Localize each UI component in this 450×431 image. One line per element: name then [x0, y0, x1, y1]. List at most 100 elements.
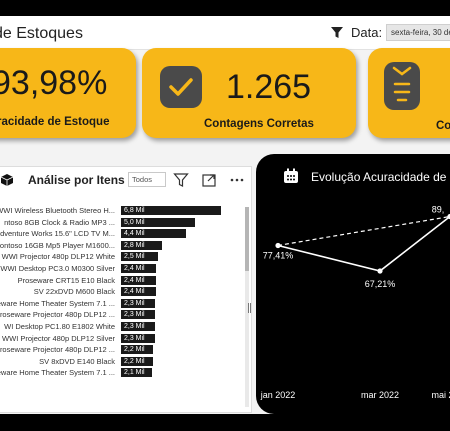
items-scrollbar[interactable] — [245, 207, 249, 407]
items-scrollbar-thumb[interactable] — [245, 207, 249, 271]
data-label: 89, — [432, 205, 445, 215]
bar[interactable] — [121, 356, 154, 366]
bar-value-label: 6,8 Mil — [124, 207, 145, 214]
bar-row[interactable]: SV 8xDVD E140 Black 2,2 Mil — [0, 356, 245, 367]
bar-label: oseware Home Theater System 7.1 ... — [0, 298, 115, 308]
bar[interactable] — [121, 287, 157, 297]
accuracy-trend-panel: Evolução Acuracidade de E 77,41% 67,21% 89… — [256, 154, 450, 414]
kpi-value-accuracy: 93,98% — [0, 64, 108, 102]
bar-row[interactable]: roseware Projector 480p DLP12 ... 2,2 Mil — [0, 344, 245, 355]
bar-value-label: 2,3 Mil — [124, 299, 145, 307]
bar-label: oseware Home Theater System 7.1 ... — [0, 368, 115, 378]
kpi-label-third: Co — [436, 120, 450, 132]
items-panel-title: Análise por Itens — [28, 173, 125, 187]
bar[interactable] — [121, 240, 163, 250]
bar[interactable] — [121, 264, 157, 273]
data-point — [275, 242, 281, 249]
trend-line — [277, 215, 450, 247]
bar-value-label: 2,4 Mil — [124, 265, 145, 272]
kpi-label-accuracy: racidade de Estoque — [0, 116, 110, 128]
data-point — [447, 213, 450, 220]
date-slicer[interactable]: sexta-feira, 30 de — [386, 24, 450, 41]
bar-label: WI Desktop PC1.80 E1802 White — [4, 322, 115, 331]
bar-label: WWI Projector 480p DLP12 Silver — [2, 333, 115, 343]
bar-row[interactable]: ntoso 8GB Clock & Radio MP3 ... 5,0 Mil — [0, 217, 245, 228]
items-slicer[interactable]: Todos — [128, 172, 166, 187]
bar[interactable] — [121, 252, 158, 262]
bar[interactable] — [121, 217, 195, 227]
bar-label: roseware Projector 480p DLP12 ... — [0, 345, 115, 355]
bar-value-label: 5,0 Mil — [124, 218, 145, 226]
bar-row[interactable]: SV 22xDVD M600 Black 2,4 Mil — [0, 286, 245, 297]
bar[interactable] — [121, 298, 155, 308]
bar-label: SV 22xDVD M600 Black — [33, 287, 115, 297]
more-options-icon[interactable] — [229, 172, 245, 188]
bar-value-label: 2,3 Mil — [124, 311, 145, 319]
bar-value-label: 2,4 Mil — [124, 288, 145, 296]
bar-row[interactable]: dventure Works 15.6" LCD TV M... 4,4 Mil — [0, 228, 245, 239]
x-tick-label: mai 2022 — [431, 390, 450, 400]
trend-chart-title: Evolução Acuracidade de E — [311, 170, 450, 184]
report-canvas: de Estoques Data: sexta-feira, 30 de 93,… — [0, 16, 450, 414]
bar-label: WWI Wireless Bluetooth Stereo H... — [0, 206, 115, 215]
bar[interactable] — [121, 275, 157, 285]
calendar-icon — [284, 168, 298, 183]
series-line — [277, 215, 450, 272]
bar-row[interactable]: WWI Desktop PC3.0 M0300 Silver 2,4 Mil — [0, 263, 245, 274]
check-icon — [160, 66, 202, 108]
bar-value-label: 2,4 Mil — [124, 276, 145, 284]
data-label: 67,21% — [365, 279, 396, 289]
bar-row[interactable]: WWI Projector 480p DLP12 Silver 2,3 Mil — [0, 333, 245, 344]
bar-value-label: 4,4 Mil — [124, 230, 145, 238]
x-tick-label: jan 2022 — [260, 390, 296, 400]
bar-label: WWI Desktop PC3.0 M0300 Silver — [0, 264, 115, 273]
clipboard-icon — [384, 62, 420, 110]
bar-value-label: 2,8 Mil — [124, 241, 145, 249]
bar-row[interactable]: oseware Home Theater System 7.1 ... 2,1 M… — [0, 367, 245, 378]
trend-line-chart: 77,41% 67,21% 89, jan 2022 mar 2022 mai 2022 — [260, 205, 450, 400]
bar-label: Proseware CRT15 E10 Black — [17, 275, 115, 285]
data-label: 77,41% — [263, 250, 294, 260]
kpi-value-correct-counts: 1.265 — [226, 68, 312, 106]
bar-value-label: 2,2 Mil — [124, 357, 145, 365]
filter-icon[interactable] — [330, 26, 344, 40]
bar-row[interactable]: WI Desktop PC1.80 E1802 White 2,3 Mil — [0, 321, 245, 332]
bar-value-label: 2,3 Mil — [124, 323, 145, 330]
bar-row[interactable]: oseware Home Theater System 7.1 ... 2,3 M… — [0, 298, 245, 309]
bar-value-label: 2,3 Mil — [124, 334, 145, 342]
bar-label: SV 8xDVD E140 Black — [39, 356, 115, 366]
bar-row[interactable]: roseware Projector 480p DLP12 ... 2,3 Mil — [0, 309, 245, 320]
date-filter-label: Data: — [351, 25, 383, 40]
box-icon — [0, 174, 14, 186]
bar-label: ntoso 8GB Clock & Radio MP3 ... — [4, 217, 115, 227]
bar-row[interactable]: Proseware CRT15 E10 Black 2,4 Mil — [0, 275, 245, 286]
bar[interactable] — [121, 345, 154, 355]
bar[interactable] — [121, 333, 155, 343]
bar-value-label: 2,1 Mil — [124, 369, 145, 377]
kpi-card-third: Co — [368, 48, 450, 138]
bar-label: roseware Projector 480p DLP12 ... — [0, 310, 115, 320]
page-title: de Estoques — [0, 25, 83, 42]
bar-label: ontoso 16GB Mp5 Player M1600... — [0, 240, 115, 250]
x-tick-label: mar 2022 — [361, 390, 399, 400]
bar[interactable] — [121, 229, 186, 239]
panel-resize-handle[interactable] — [248, 303, 251, 313]
bar[interactable] — [121, 368, 152, 378]
kpi-card-correct-counts: 1.265 Contagens Corretas — [142, 48, 356, 138]
bar[interactable] — [121, 206, 221, 215]
bar-row[interactable]: WWI Projector 480p DLP12 White 2,5 Mil — [0, 251, 245, 262]
bar-value-label: 2,2 Mil — [124, 346, 145, 354]
header-bar: de Estoques Data: sexta-feira, 30 de — [0, 16, 450, 50]
kpi-card-accuracy: 93,98% racidade de Estoque — [0, 48, 136, 138]
focus-mode-icon[interactable] — [201, 172, 217, 188]
data-point — [377, 268, 383, 274]
bar[interactable] — [121, 322, 155, 331]
bar-row[interactable]: ontoso 16GB Mp5 Player M1600... 2,8 Mil — [0, 240, 245, 251]
bar[interactable] — [121, 310, 155, 320]
items-analysis-panel: Análise por Itens Todos WWI Wireless Blu… — [0, 166, 252, 413]
bar-row[interactable]: WWI Wireless Bluetooth Stereo H... 6,8 Mi… — [0, 205, 245, 216]
bar-label: dventure Works 15.6" LCD TV M... — [0, 229, 115, 239]
kpi-label-correct-counts: Contagens Corretas — [204, 118, 314, 130]
filter-icon[interactable] — [173, 172, 189, 188]
bar-value-label: 2,5 Mil — [124, 253, 145, 261]
